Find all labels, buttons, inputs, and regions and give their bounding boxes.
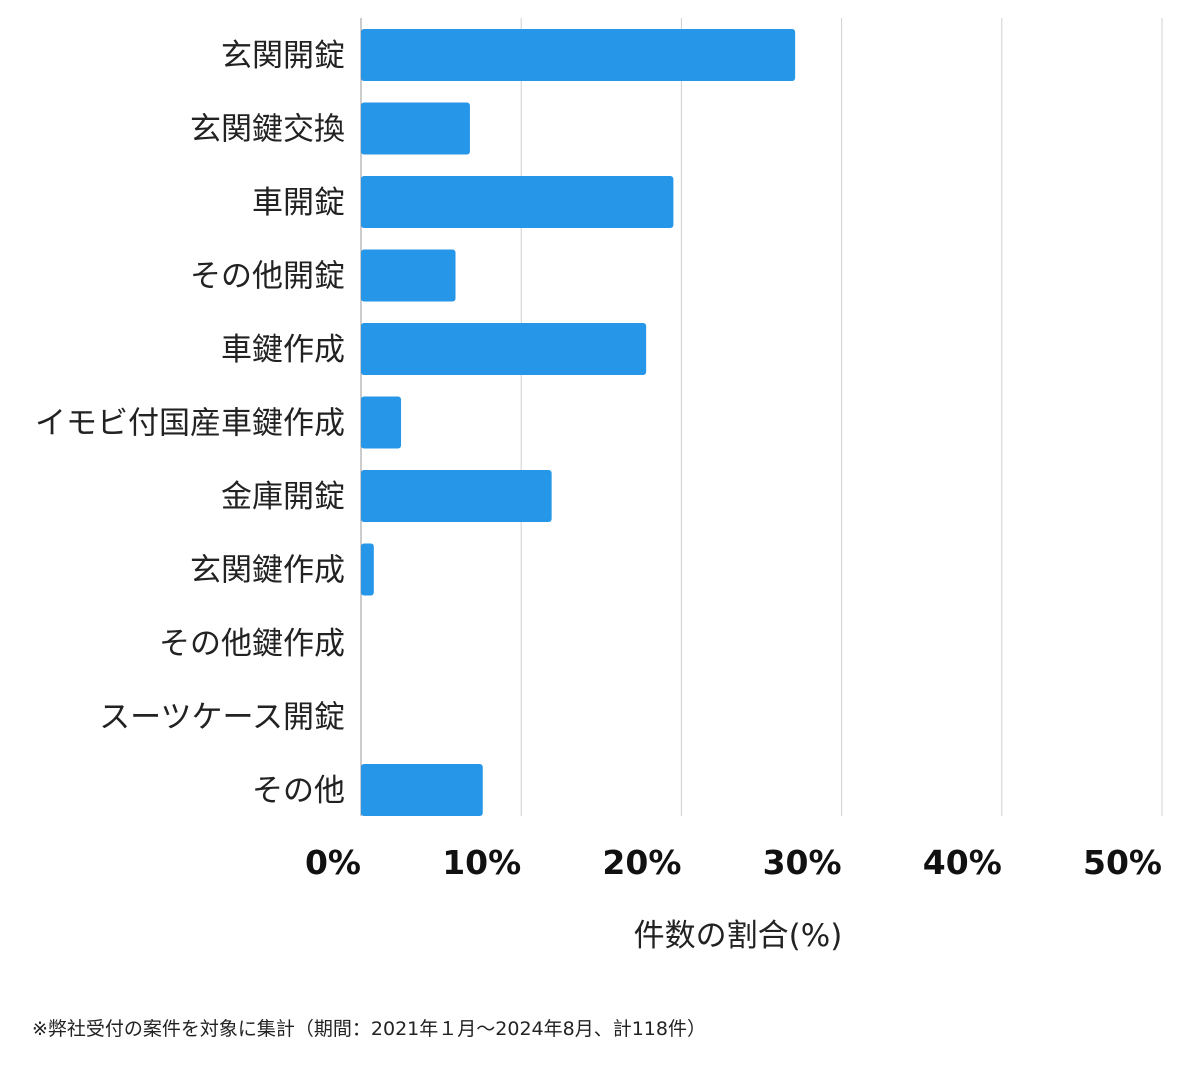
category-label: 玄関鍵交換 <box>190 112 345 148</box>
bars <box>361 29 796 816</box>
category-label: 玄関開錠 <box>221 38 345 74</box>
x-tick-label: 50% <box>1083 843 1162 882</box>
category-label: 玄関鍵作成 <box>190 553 345 589</box>
category-label: 車鍵作成 <box>221 332 345 368</box>
footnote: ※弊社受付の案件を対象に集計（期間：2021年１月〜2024年8月、計118件） <box>32 1018 706 1040</box>
bar <box>361 249 456 302</box>
bar <box>361 470 552 522</box>
category-label: その他 <box>252 773 345 809</box>
x-tick-labels: 0% 10% 20% 30% 40% 50% <box>305 843 1162 882</box>
bar <box>361 543 374 596</box>
x-tick-label: 10% <box>442 843 521 882</box>
bar <box>361 176 674 228</box>
category-label: 金庫開錠 <box>221 479 345 515</box>
bar <box>361 764 483 816</box>
x-tick-label: 20% <box>602 843 681 882</box>
category-label: イモビ付国産車鍵作成 <box>35 406 345 442</box>
x-tick-label: 30% <box>763 843 842 882</box>
bar <box>361 29 796 81</box>
gridlines <box>360 18 1163 816</box>
x-axis-label: 件数の割合(%) <box>634 918 843 954</box>
category-label: その他鍵作成 <box>159 626 345 662</box>
bar <box>361 102 470 155</box>
x-tick-label: 40% <box>923 843 1002 882</box>
category-label: スーツケース開錠 <box>99 700 345 736</box>
category-label: 車開錠 <box>252 185 345 221</box>
bar-chart: 玄関開錠玄関鍵交換車開錠その他開錠車鍵作成イモビ付国産車鍵作成金庫開錠玄関鍵作成… <box>35 18 1163 954</box>
bar <box>361 396 402 449</box>
category-labels: 玄関開錠玄関鍵交換車開錠その他開錠車鍵作成イモビ付国産車鍵作成金庫開錠玄関鍵作成… <box>35 38 345 809</box>
category-label: その他開錠 <box>190 259 345 295</box>
bar <box>361 323 647 375</box>
x-tick-label: 0% <box>305 843 361 882</box>
